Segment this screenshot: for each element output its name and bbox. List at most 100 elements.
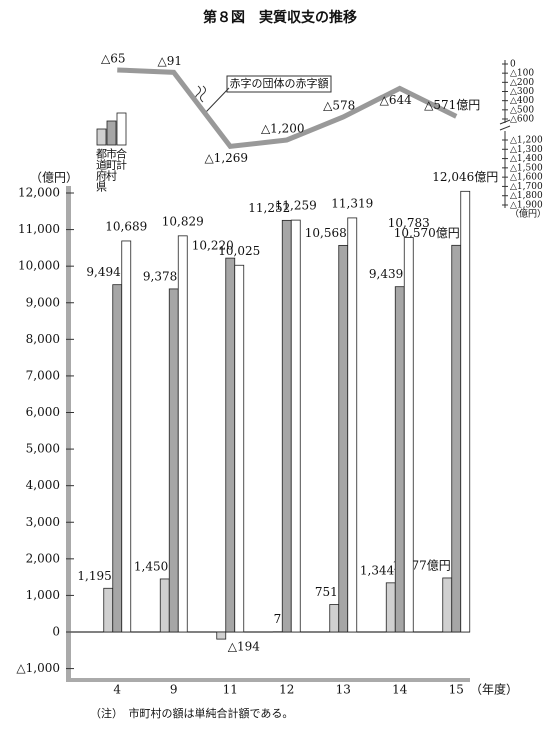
bar [281,219,292,633]
y-tick-label: △1,300 [510,145,543,155]
value-label: 11,319 [331,196,373,210]
y-unit: （億円） [30,171,78,185]
legend-label: 市町村 [105,147,118,181]
y-tick-label: △1,500 [510,163,543,173]
y-tick-label: △1,700 [510,182,543,192]
value-label: 11,259 [275,199,317,213]
bar [347,217,358,633]
bar [225,257,236,633]
value-label: △571億円 [424,98,480,112]
value-label: △578 [323,98,355,112]
y-tick-label: 0 [510,60,516,70]
x-tick-label: 12 [279,683,294,697]
bar [290,219,301,633]
y-unit: （億円） [510,208,546,220]
value-label: △91 [158,54,183,68]
value-label: 9,439 [369,267,403,281]
legend-swatch [106,120,117,146]
y-tick-label: 3,000 [26,515,60,529]
x-tick-label: 13 [336,683,351,697]
y-tick-label: △400 [510,96,534,106]
value-label: △1,269 [204,151,248,165]
bar [168,288,179,633]
bar [385,582,396,633]
value-label: 12,046億円 [432,170,498,184]
bar [112,284,123,633]
y-tick-label: 9,000 [26,295,60,309]
bar [329,604,340,633]
x-tick-label: 14 [392,683,408,697]
y-tick-label: 4,000 [26,478,60,492]
y-tick-label: △1,000 [16,661,60,675]
legend-swatch [116,112,127,146]
y-tick-label: 12,000 [18,186,60,200]
value-label: 10,220 [192,239,234,253]
callout-leader [205,87,230,113]
bar [451,244,462,633]
bar [159,578,170,633]
y-tick-label: 7,000 [26,368,60,382]
y-tick-label: 6,000 [26,405,60,419]
x-unit: （年度） [470,682,518,697]
y-tick-label: △200 [510,78,534,88]
value-label: 10,829 [162,214,204,228]
y-tick-label: 2,000 [26,551,60,565]
line [117,67,458,150]
value-label: △65 [101,51,126,65]
series-name: 赤字の団体の赤字額 [230,76,329,90]
legend-label: 合計 [115,147,128,171]
y-tick-label: 8,000 [26,332,60,346]
y-tick-label: 0 [52,625,60,639]
y-tick-label: △1,600 [510,173,543,183]
x-tick-label: 15 [449,683,464,697]
value-label: 9,494 [86,265,121,279]
bar [177,235,188,633]
value-label: 1,344 [360,563,395,577]
x-axis [66,678,470,682]
value-label: 1,195 [77,569,111,583]
y-tick-label: △1,800 [510,191,543,201]
value-label: 10,025 [218,244,260,258]
y-tick-label: △100 [510,69,534,79]
legend-label: 都道府県 [95,148,108,193]
y-tick-label: 5,000 [26,442,60,456]
bar [103,587,114,633]
value-label: 1,450 [134,559,168,573]
y-tick-label: △1,900 [510,201,543,211]
bar [121,240,132,633]
bar [234,264,245,633]
x-tick-label: 11 [223,683,238,697]
bar [338,244,349,633]
value-label: 751 [315,585,338,599]
y-tick-label: 1,000 [26,588,60,602]
bar [442,577,453,633]
value-label: 10,783 [388,216,430,230]
title: 第８図 実質収支の推移 [203,9,357,26]
value-label: 10,689 [105,219,147,233]
bar [460,190,471,633]
value-label: △194 [228,640,260,654]
callout-box [226,75,332,93]
value-label: 9,378 [143,269,177,283]
x-tick-label: 4 [113,683,121,697]
y-tick-label: △500 [510,105,534,115]
bar [216,631,227,640]
y-axis [66,186,71,682]
x-tick-label: 9 [170,683,178,697]
bar [394,286,405,633]
value-label: △1,200 [261,122,305,136]
bar [403,237,414,633]
y-tick-label: △600 [510,115,534,125]
value-label: 11,252 [248,201,290,215]
note: （注） 市町村の額は単純合計額である。 [90,706,293,720]
legend-swatch [96,128,107,146]
y-tick-label: △1,200 [510,136,543,146]
value-label: 7 [274,612,282,626]
y-tick-label: △1,400 [510,154,543,164]
y-tick-label: 11,000 [18,222,60,236]
value-label: 10,568 [305,226,347,240]
y-tick-label: 10,000 [18,259,60,273]
value-label: 10,570億円 [394,226,460,240]
